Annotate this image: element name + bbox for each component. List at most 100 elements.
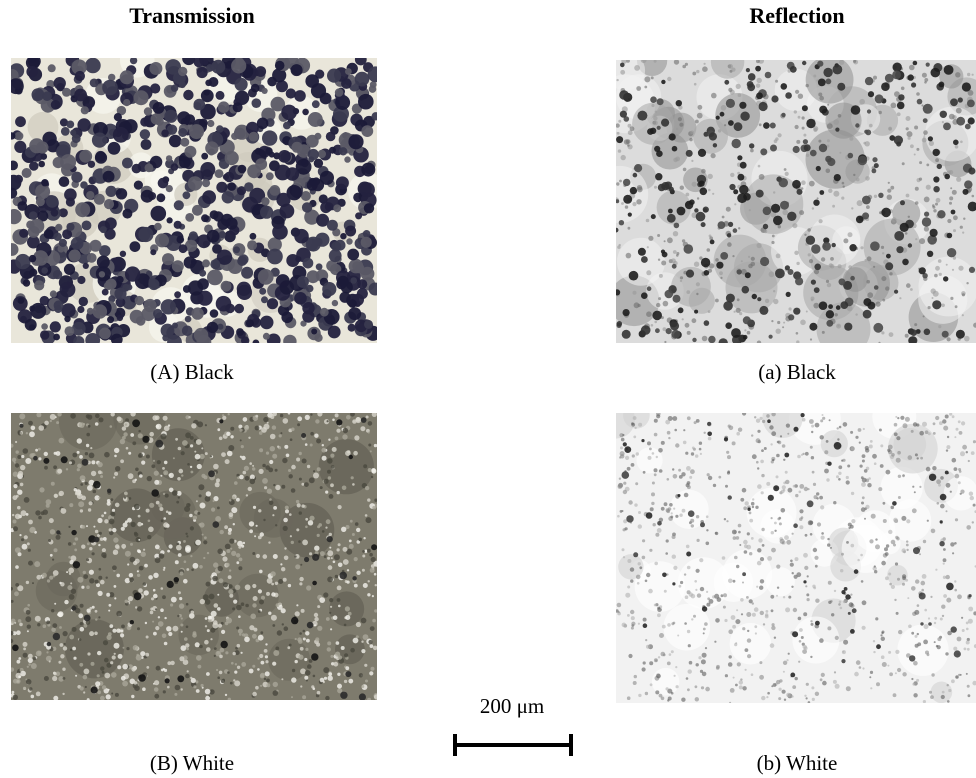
texture-dot [696,282,700,286]
texture-dot [159,553,165,559]
texture-dot [158,621,164,627]
texture-dot [810,656,812,658]
texture-dot [94,537,100,543]
texture-dot [291,64,303,76]
texture-dot [370,626,375,631]
texture-dot [933,432,936,435]
texture-dot [687,688,690,691]
texture-dot [835,684,840,689]
texture-dot [141,552,146,557]
texture-dot [662,625,666,629]
texture-dot [723,301,733,311]
texture-dot [324,677,327,680]
texture-dot [248,487,252,491]
texture-dot [805,534,808,537]
texture-dot [858,428,862,432]
texture-dot [817,522,821,526]
texture-dot [304,557,309,562]
texture-dot [114,643,120,649]
texture-dot [638,423,642,427]
texture-dot [310,413,312,415]
texture-dot [678,494,681,497]
texture-dot [891,585,895,589]
texture-dot [648,589,653,594]
texture-dot [668,507,672,511]
texture-dot [298,540,301,543]
texture-dot [255,158,267,170]
texture-dot [751,502,755,506]
texture-dot [653,121,658,126]
texture-dot [746,68,750,72]
texture-dot [759,123,762,126]
texture-dot [114,472,118,476]
texture-dot [828,601,831,604]
texture-dot [733,228,738,233]
texture-dot [161,669,164,672]
texture-dot [44,421,49,426]
texture-dot [764,447,767,450]
texture-dot [707,248,711,252]
texture-dot [312,554,319,561]
texture-dot [894,231,904,241]
texture-dot [367,549,371,553]
texture-dot [53,570,59,576]
texture-dot [258,635,264,641]
texture-dot [363,583,368,588]
texture-dot [130,620,134,624]
texture-dot [631,463,635,467]
texture-dot [918,275,967,324]
texture-dot [36,575,41,580]
texture-dot [124,497,126,499]
texture-dot [34,561,40,567]
texture-dot [624,446,631,453]
texture-dot [715,258,719,262]
texture-dot [667,662,671,666]
texture-dot [40,330,49,339]
texture-dot [330,628,332,630]
texture-dot [935,203,938,206]
texture-dot [175,685,181,691]
texture-dot [786,693,790,697]
texture-dot [867,483,871,487]
texture-dot [66,571,68,573]
texture-dot [638,248,646,256]
texture-dot [897,417,899,419]
texture-dot [641,292,648,299]
texture-dot [102,685,106,689]
texture-dot [689,661,693,665]
texture-dot [826,320,833,327]
texture-dot [906,544,909,547]
texture-dot [244,182,253,191]
texture-dot [291,696,293,698]
texture-dot [683,429,685,431]
texture-dot [909,336,918,345]
texture-dot [792,180,801,189]
texture-dot [939,541,944,546]
texture-dot [811,425,814,428]
texture-dot [185,432,191,438]
texture-dot [749,519,753,523]
texture-dot [907,131,913,137]
texture-dot [98,470,102,474]
texture-dot [866,205,870,209]
texture-dot [356,528,360,532]
texture-dot [64,600,68,604]
texture-dot [795,125,799,129]
texture-dot [51,609,54,612]
texture-dot [112,565,117,570]
texture-dot [257,118,269,130]
texture-dot [29,269,37,277]
texture-dot [61,456,68,463]
texture-dot [656,414,660,418]
texture-dot [231,551,236,556]
texture-dot [686,150,693,157]
texture-dot [658,297,661,300]
texture-dot [124,492,128,496]
texture-dot [330,655,333,658]
texture-dot [166,155,172,161]
texture-dot [946,483,951,488]
texture-dot [822,681,827,686]
texture-dot [826,310,834,318]
texture-dot [43,510,48,515]
texture-dot [919,178,922,181]
